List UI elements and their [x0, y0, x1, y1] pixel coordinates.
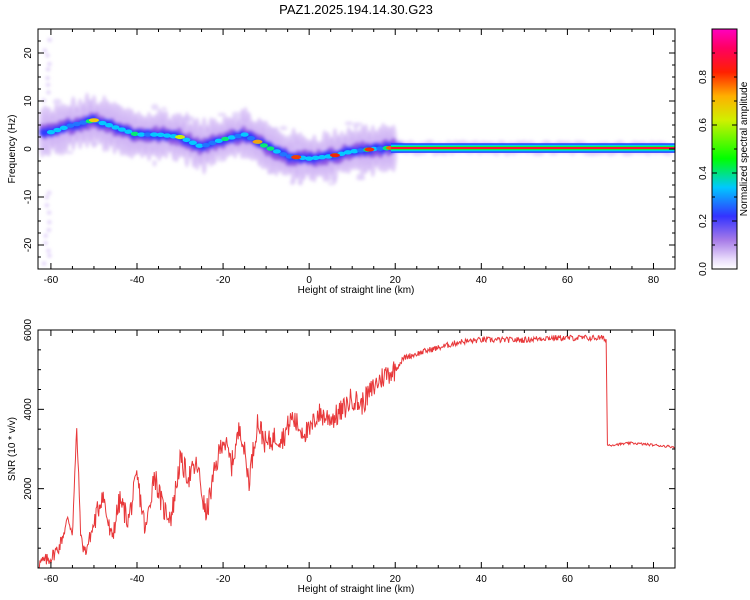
chart-title: PAZ1.2025.194.14.30.G23	[279, 2, 433, 17]
spectrogram-x-axis-label: Height of straight line (km)	[298, 285, 415, 296]
colorbar-tick-label: 0.8	[698, 70, 709, 84]
colorbar-label: Normalized spectral amplitude	[739, 81, 750, 216]
y-tick-label: 20	[23, 47, 34, 59]
x-tick-label: -60	[44, 275, 59, 286]
x-tick-label: 80	[648, 275, 660, 286]
snr-series-line	[38, 334, 675, 568]
snr-plot-area	[38, 330, 675, 568]
x-tick-label: -20	[216, 574, 231, 585]
y-tick-label: 4000	[23, 398, 34, 421]
x-tick-label: -20	[216, 275, 231, 286]
y-tick-label: 2000	[23, 477, 34, 500]
snr-y-axis-label: SNR (10 * v/v)	[7, 417, 18, 481]
x-tick-label: 20	[390, 574, 402, 585]
x-tick-label: -60	[44, 574, 59, 585]
spectrogram-y-ticks: -20 -10 0 10 20	[23, 28, 675, 270]
x-tick-label: 20	[390, 275, 402, 286]
snr-x-ticks: -60 -40 -20 0 20 40 60 80	[44, 330, 676, 585]
y-tick-label: 6000	[23, 318, 34, 341]
y-tick-label: 10	[23, 95, 34, 107]
colorbar: 0.0 0.2 0.4 0.6 0.8 Normalized spectral ampl…	[698, 28, 750, 276]
colorbar-tick-label: 0.2	[698, 214, 709, 228]
x-tick-label: -40	[130, 275, 145, 286]
x-tick-label: -40	[130, 574, 145, 585]
y-tick-label: -10	[23, 189, 34, 204]
x-tick-label: 80	[648, 574, 660, 585]
snr-x-axis-label: Height of straight line (km)	[298, 584, 415, 595]
colorbar-ticks: 0.0 0.2 0.4 0.6 0.8	[698, 28, 737, 276]
snr-panel: -60 -40 -20 0 20 40 60 80 2000 4000 6000 Height o…	[7, 318, 676, 595]
spectrogram-x-ticks: -60 -40 -20 0 20 40 60 80	[44, 29, 676, 286]
colorbar-gradient	[711, 28, 738, 270]
x-tick-label: 40	[476, 275, 488, 286]
y-tick-label: 0	[23, 146, 34, 152]
colorbar-tick-label: 0.0	[698, 262, 709, 276]
x-tick-label: 40	[476, 574, 488, 585]
colorbar-tick-label: 0.6	[698, 118, 709, 132]
x-tick-label: 60	[562, 574, 574, 585]
spectrogram-heatmap	[38, 37, 675, 266]
spectrogram-panel: -60 -40 -20 0 20 40 60 80 -20 -10 0 10 20 Height of…	[7, 28, 676, 296]
x-tick-label: 0	[306, 574, 312, 585]
snr-y-ticks: 2000 4000 6000	[23, 318, 675, 569]
y-tick-label: -20	[23, 237, 34, 252]
x-tick-label: 60	[562, 275, 574, 286]
colorbar-tick-label: 0.4	[698, 166, 709, 180]
spectrogram-y-axis-label: Frequency (Hz)	[7, 115, 18, 184]
x-tick-label: 0	[306, 275, 312, 286]
